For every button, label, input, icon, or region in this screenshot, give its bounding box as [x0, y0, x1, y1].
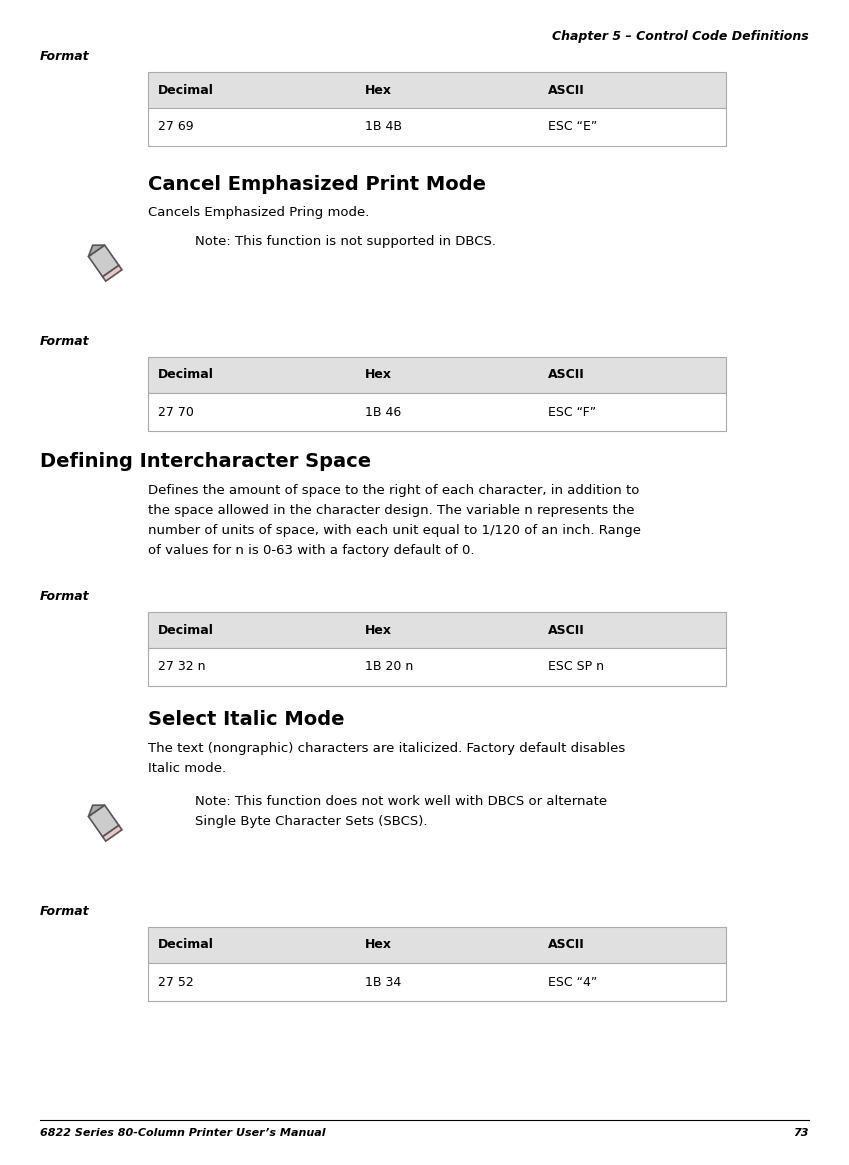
- Polygon shape: [88, 245, 104, 256]
- Text: 1B 34: 1B 34: [365, 975, 402, 988]
- Bar: [148, 393, 726, 431]
- Text: Defines the amount of space to the right of each character, in addition to: Defines the amount of space to the right…: [148, 483, 639, 497]
- Bar: [148, 72, 726, 108]
- Polygon shape: [88, 805, 119, 836]
- Text: ESC SP n: ESC SP n: [548, 661, 604, 673]
- Text: Italic mode.: Italic mode.: [148, 762, 226, 775]
- Polygon shape: [88, 245, 119, 277]
- Text: of values for n is 0-63 with a factory default of 0.: of values for n is 0-63 with a factory d…: [148, 544, 475, 557]
- Text: Decimal: Decimal: [158, 939, 214, 952]
- Text: ASCII: ASCII: [548, 368, 585, 381]
- Text: ESC “E”: ESC “E”: [548, 120, 597, 134]
- Text: Defining Intercharacter Space: Defining Intercharacter Space: [40, 452, 371, 471]
- Text: Format: Format: [40, 589, 90, 603]
- Text: 6822 Series 80-Column Printer User’s Manual: 6822 Series 80-Column Printer User’s Man…: [40, 1128, 326, 1138]
- Polygon shape: [88, 805, 104, 817]
- Text: 27 32 n: 27 32 n: [158, 661, 205, 673]
- Bar: [148, 356, 726, 393]
- Text: 27 69: 27 69: [158, 120, 194, 134]
- Bar: [148, 108, 726, 146]
- Bar: [148, 927, 726, 963]
- Polygon shape: [103, 266, 122, 281]
- Text: Single Byte Character Sets (SBCS).: Single Byte Character Sets (SBCS).: [195, 816, 428, 828]
- Text: Cancels Emphasized Pring mode.: Cancels Emphasized Pring mode.: [148, 206, 369, 219]
- Text: ASCII: ASCII: [548, 84, 585, 97]
- Text: ESC “4”: ESC “4”: [548, 975, 597, 988]
- Bar: [148, 648, 726, 686]
- Text: number of units of space, with each unit equal to 1/120 of an inch. Range: number of units of space, with each unit…: [148, 524, 641, 537]
- Text: Chapter 5 – Control Code Definitions: Chapter 5 – Control Code Definitions: [552, 30, 809, 43]
- Text: Cancel Emphasized Print Mode: Cancel Emphasized Print Mode: [148, 175, 486, 195]
- Text: Hex: Hex: [365, 623, 392, 636]
- Text: Format: Format: [40, 336, 90, 348]
- Text: Note: This function does not work well with DBCS or alternate: Note: This function does not work well w…: [195, 795, 607, 809]
- Text: 1B 46: 1B 46: [365, 405, 402, 418]
- Text: Format: Format: [40, 50, 90, 63]
- Text: Format: Format: [40, 905, 90, 918]
- Text: Note: This function is not supported in DBCS.: Note: This function is not supported in …: [195, 235, 496, 248]
- Text: 1B 20 n: 1B 20 n: [365, 661, 413, 673]
- Text: ASCII: ASCII: [548, 939, 585, 952]
- Text: 27 52: 27 52: [158, 975, 194, 988]
- Text: ESC “F”: ESC “F”: [548, 405, 596, 418]
- Text: the space allowed in the character design. The variable n represents the: the space allowed in the character desig…: [148, 504, 634, 517]
- Text: Hex: Hex: [365, 368, 392, 381]
- Text: Hex: Hex: [365, 84, 392, 97]
- Text: The text (nongraphic) characters are italicized. Factory default disables: The text (nongraphic) characters are ita…: [148, 742, 625, 755]
- Bar: [148, 963, 726, 1001]
- Text: 27 70: 27 70: [158, 405, 194, 418]
- Polygon shape: [103, 825, 122, 841]
- Text: Decimal: Decimal: [158, 84, 214, 97]
- Text: ASCII: ASCII: [548, 623, 585, 636]
- Text: Select Italic Mode: Select Italic Mode: [148, 709, 345, 729]
- Bar: [148, 612, 726, 648]
- Text: Hex: Hex: [365, 939, 392, 952]
- Text: Decimal: Decimal: [158, 623, 214, 636]
- Text: 1B 4B: 1B 4B: [365, 120, 402, 134]
- Text: Decimal: Decimal: [158, 368, 214, 381]
- Text: 73: 73: [794, 1128, 809, 1138]
